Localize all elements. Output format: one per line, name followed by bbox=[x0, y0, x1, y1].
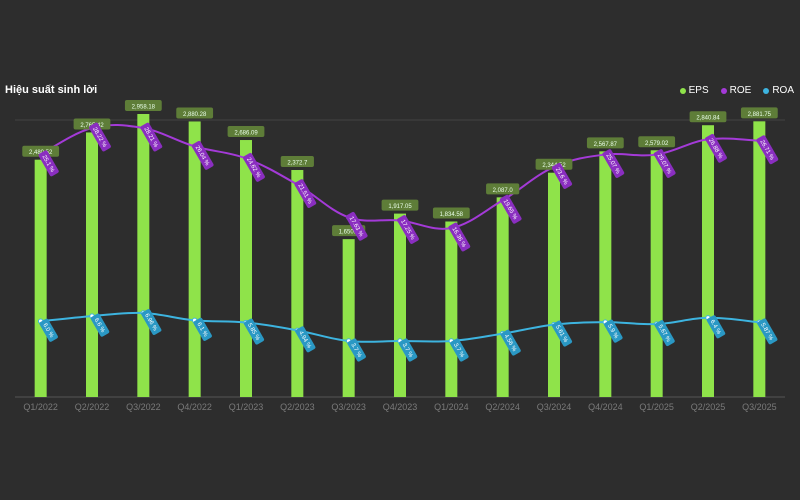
legend: EPS ROE ROA bbox=[679, 85, 794, 96]
legend-eps-label: EPS bbox=[688, 85, 709, 96]
eps-bar bbox=[496, 197, 509, 397]
eps-bar bbox=[188, 121, 201, 397]
chart-title: Hiệu suất sinh lời bbox=[5, 84, 98, 96]
x-tick-label: Q1/2023 bbox=[229, 402, 264, 412]
x-tick-label: Q3/2023 bbox=[331, 402, 366, 412]
x-tick-label: Q2/2023 bbox=[280, 402, 315, 412]
x-tick-label: Q1/2022 bbox=[23, 402, 58, 412]
legend-roe-label: ROE bbox=[729, 85, 752, 96]
eps-bar bbox=[137, 114, 150, 397]
eps-bar bbox=[342, 239, 355, 397]
eps-data-label: 2,686.09 bbox=[227, 126, 265, 138]
eps-data-label-text: 2,372.7 bbox=[287, 161, 308, 167]
eps-bar bbox=[753, 121, 766, 397]
x-tick-label: Q4/2024 bbox=[588, 402, 623, 412]
x-tick-label: Q3/2025 bbox=[742, 402, 777, 412]
eps-data-label: 2,880.28 bbox=[176, 107, 214, 119]
eps-data-label: 2,958.18 bbox=[124, 100, 162, 112]
eps-data-label-text: 2,840.84 bbox=[696, 116, 720, 122]
x-tick-label: Q3/2022 bbox=[126, 402, 161, 412]
eps-data-label-text: 2,579.02 bbox=[645, 141, 669, 147]
eps-data-label: 2,579.02 bbox=[638, 136, 676, 148]
eps-data-label-text: 2,881.75 bbox=[748, 112, 772, 118]
eps-bar bbox=[394, 213, 406, 397]
eps-data-label: 2,567.87 bbox=[586, 137, 624, 149]
eps-data-label-text: 1,650.0 bbox=[339, 230, 360, 236]
x-tick-label: Q1/2025 bbox=[639, 402, 674, 412]
eps-data-label-text: 2,958.18 bbox=[132, 105, 156, 111]
x-tick-label: Q2/2022 bbox=[75, 402, 110, 412]
legend-roa-label: ROA bbox=[772, 85, 794, 96]
eps-bar bbox=[650, 150, 663, 397]
x-tick-label: Q1/2024 bbox=[434, 402, 469, 412]
legend-roa-dot bbox=[763, 87, 770, 94]
eps-bar bbox=[548, 172, 560, 397]
x-tick-labels: Q1/2022 Q2/2022 Q3/2022 Q4/2022 Q1/2023 Q2/20… bbox=[23, 402, 776, 412]
eps-bar bbox=[445, 221, 458, 397]
legend-eps-dot bbox=[679, 87, 686, 94]
eps-data-label-text: 2,567.87 bbox=[594, 142, 618, 148]
legend-item-roe[interactable]: ROE bbox=[720, 85, 752, 96]
eps-data-label: 2,840.84 bbox=[689, 111, 727, 123]
eps-bar bbox=[291, 170, 304, 397]
eps-data-label-text: 1,834.58 bbox=[440, 212, 464, 218]
eps-data-label: 1,834.58 bbox=[432, 207, 470, 219]
eps-bar bbox=[702, 125, 714, 397]
eps-data-label: 2,372.7 bbox=[280, 156, 314, 168]
x-tick-label: Q4/2023 bbox=[383, 402, 418, 412]
eps-data-label-text: 2,880.28 bbox=[183, 112, 207, 118]
legend-item-roa[interactable]: ROA bbox=[763, 85, 794, 96]
eps-bar bbox=[86, 132, 98, 398]
legend-roe-dot bbox=[720, 87, 727, 94]
eps-bar bbox=[599, 151, 612, 397]
x-tick-label: Q4/2022 bbox=[177, 402, 212, 412]
eps-data-label: 1,917.05 bbox=[381, 199, 419, 211]
eps-data-label-text: 2,686.09 bbox=[234, 131, 258, 137]
eps-bar bbox=[34, 159, 47, 397]
eps-data-label: 2,881.75 bbox=[740, 107, 778, 119]
x-tick-label: Q3/2024 bbox=[537, 402, 572, 412]
eps-bar bbox=[240, 140, 252, 398]
eps-data-label-text: 1,917.05 bbox=[388, 204, 412, 210]
eps-data-label: 2,087.0 bbox=[486, 183, 520, 195]
eps-data-label-text: 2,087.0 bbox=[493, 188, 514, 194]
x-tick-label: Q2/2024 bbox=[485, 402, 520, 412]
legend-item-eps[interactable]: EPS bbox=[679, 85, 709, 96]
x-tick-label: Q2/2025 bbox=[691, 402, 726, 412]
